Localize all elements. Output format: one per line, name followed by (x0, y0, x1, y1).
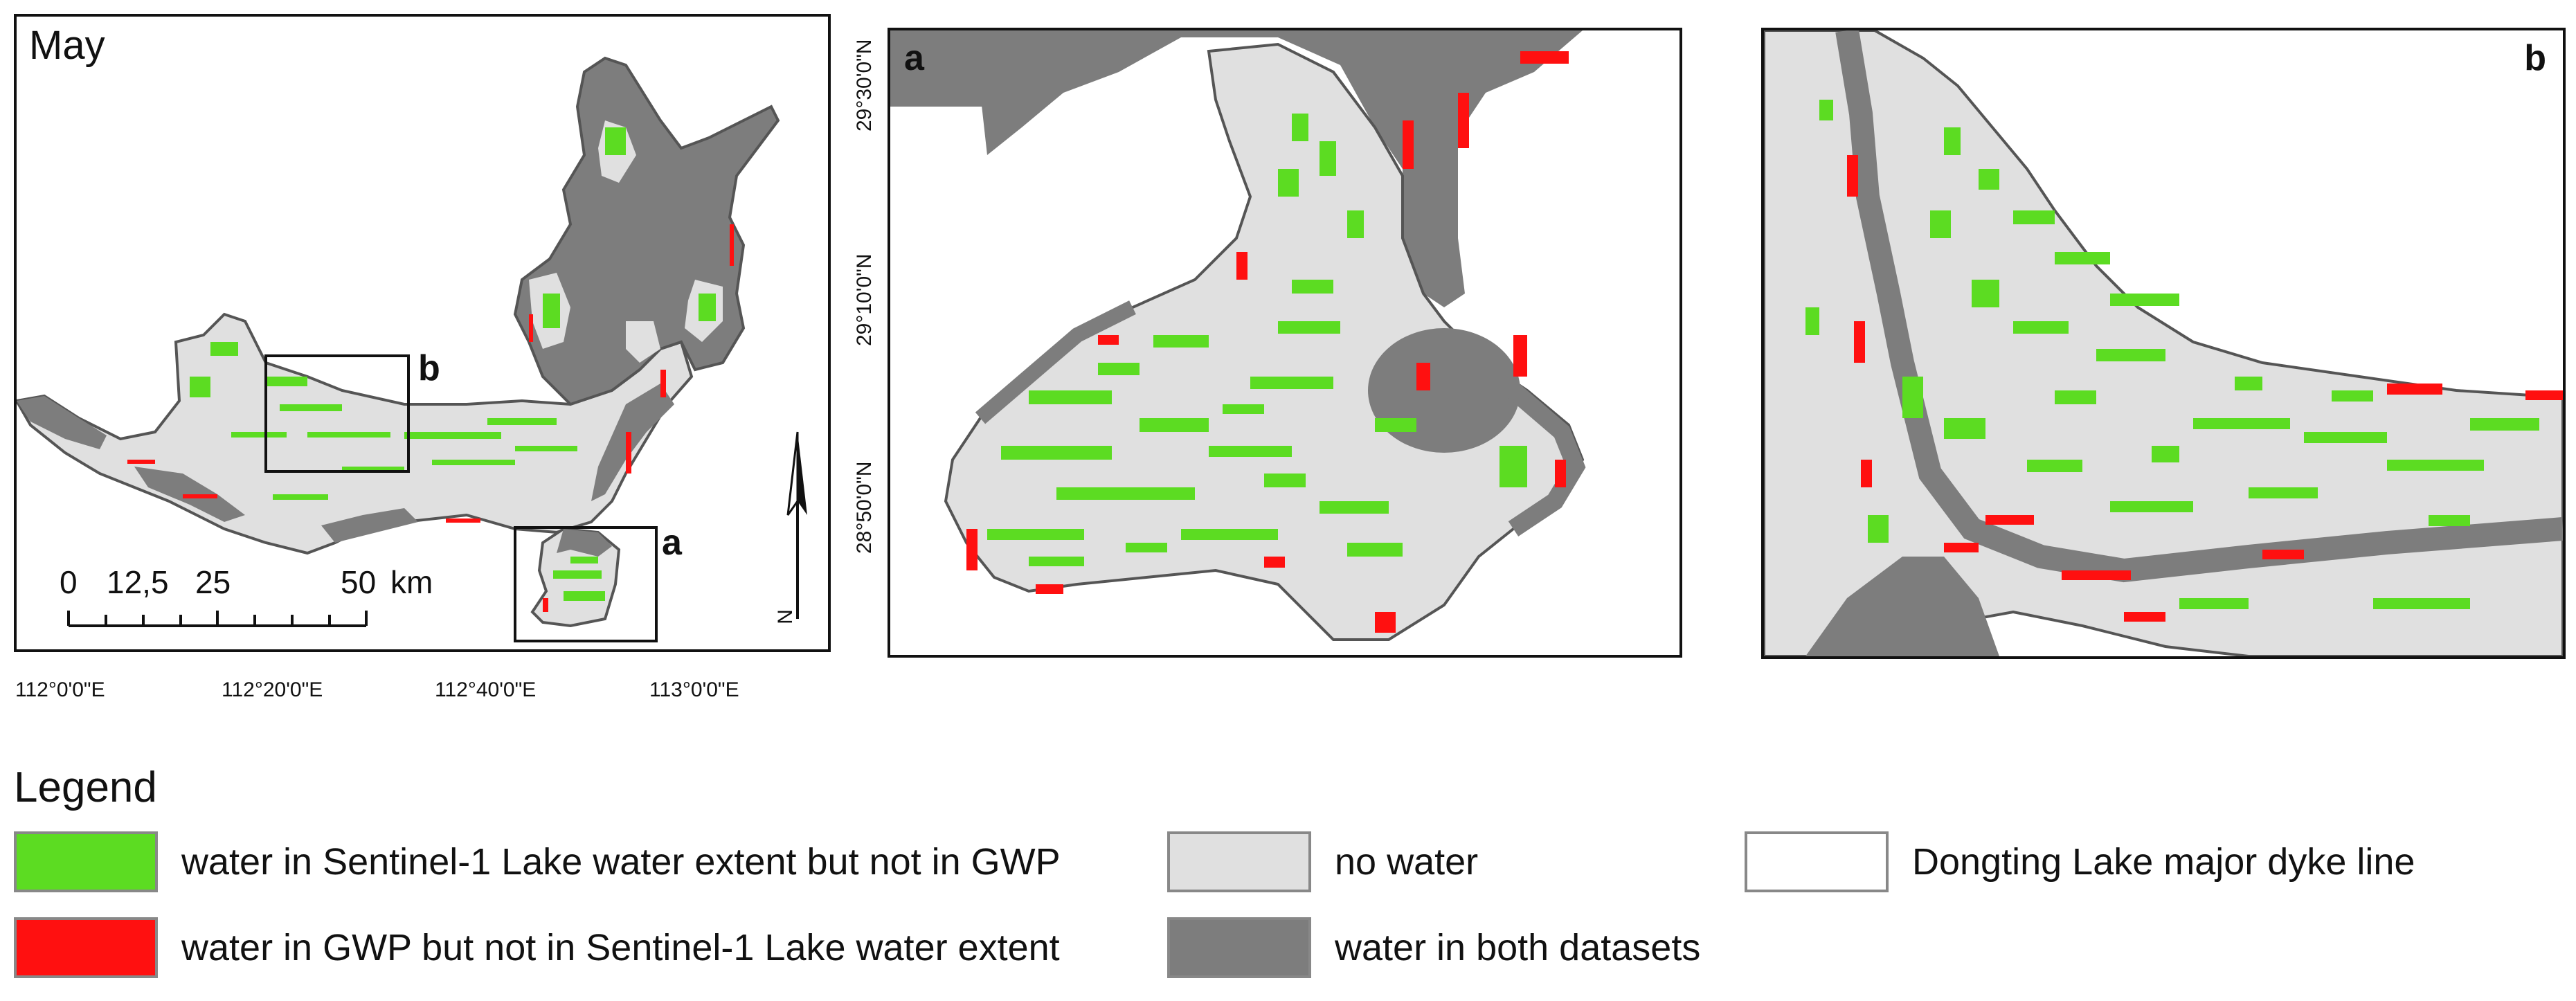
scale-bar (67, 611, 368, 627)
detail-a-label: a (904, 38, 924, 78)
overview-month-label: May (29, 23, 105, 68)
legend-item-dyke-line: Dongting Lake major dyke line (1745, 831, 2415, 893)
legend-label-dyke-line: Dongting Lake major dyke line (1912, 841, 2415, 883)
legend-item-no-water: no water (1167, 831, 1478, 893)
legend-swatch-dark (1167, 917, 1311, 978)
scale-unit: km (390, 564, 433, 600)
southeast-lake-water (557, 529, 612, 557)
legend-swatch-light (1167, 831, 1311, 892)
overview-map-panel: May b a 0 12,5 25 50 km N (14, 14, 831, 652)
detail-a-west-edge-water (975, 300, 1136, 424)
detail-map-b-svg (1764, 30, 2563, 656)
scale-tick-1: 12,5 (107, 564, 169, 600)
legend-item-sentinel-only: water in Sentinel-1 Lake water extent bu… (14, 831, 1061, 893)
detail-b-southwest-water (1805, 557, 1999, 656)
overview-green-speckles (190, 127, 716, 601)
overview-inset-a-label: a (662, 523, 682, 563)
lat-label-29-30: 29°30'0"N (853, 39, 876, 132)
lon-label-113-0: 113°0'0"E (649, 678, 739, 701)
detail-a-central-water (1368, 328, 1520, 453)
legend-item-both: water in both datasets (1167, 917, 1700, 979)
overview-red-speckles (127, 224, 734, 612)
detail-b-label: b (2524, 38, 2546, 78)
legend-swatch-green (14, 831, 158, 892)
lat-label-29-10: 29°10'0"N (853, 253, 876, 346)
inset-box-a (514, 526, 658, 642)
overview-inset-b-label: b (418, 348, 440, 388)
detail-a-northern-water-cap (890, 30, 1008, 107)
detail-a-red-pixels (966, 51, 1569, 633)
detail-a-green-pixels (987, 114, 1527, 566)
legend-item-gwp-only: water in GWP but not in Sentinel-1 Lake … (14, 917, 1060, 979)
lat-label-28-50: 28°50'0"N (853, 461, 876, 554)
scale-tick-2: 25 (195, 564, 231, 600)
scale-tick-0: 0 (60, 564, 78, 600)
inset-box-b (264, 354, 410, 473)
lon-label-112-20: 112°20'0"E (222, 678, 323, 701)
legend-title: Legend (14, 764, 157, 811)
detail-b-green-pixels (1805, 100, 2539, 609)
detail-b-red-pixels (1847, 155, 2563, 622)
detail-map-a-panel: a (888, 28, 1682, 658)
legend-swatch-dyke (1745, 831, 1889, 892)
detail-a-edge-water (1507, 384, 1586, 536)
north-label: N (773, 609, 797, 624)
scale-tick-3: 50 (341, 564, 377, 600)
legend-swatch-red (14, 917, 158, 978)
detail-map-a-svg (890, 30, 1679, 641)
legend-label-no-water: no water (1335, 841, 1479, 883)
northeast-lake-dry-patch (529, 120, 723, 363)
dongting-lake-overview (17, 56, 780, 628)
lon-label-112-0: 112°0'0"E (15, 678, 105, 701)
detail-map-b-panel: b (1761, 28, 2566, 659)
legend-label-both: water in both datasets (1335, 927, 1701, 968)
legend-label-gwp-only: water in GWP but not in Sentinel-1 Lake … (181, 927, 1060, 968)
lon-label-112-40: 112°40'0"E (435, 678, 537, 701)
detail-b-western-channel (1835, 30, 2563, 583)
overview-map-svg (17, 56, 807, 642)
legend-label-sentinel-only: water in Sentinel-1 Lake water extent bu… (181, 841, 1061, 883)
north-arrow-icon (786, 431, 807, 619)
